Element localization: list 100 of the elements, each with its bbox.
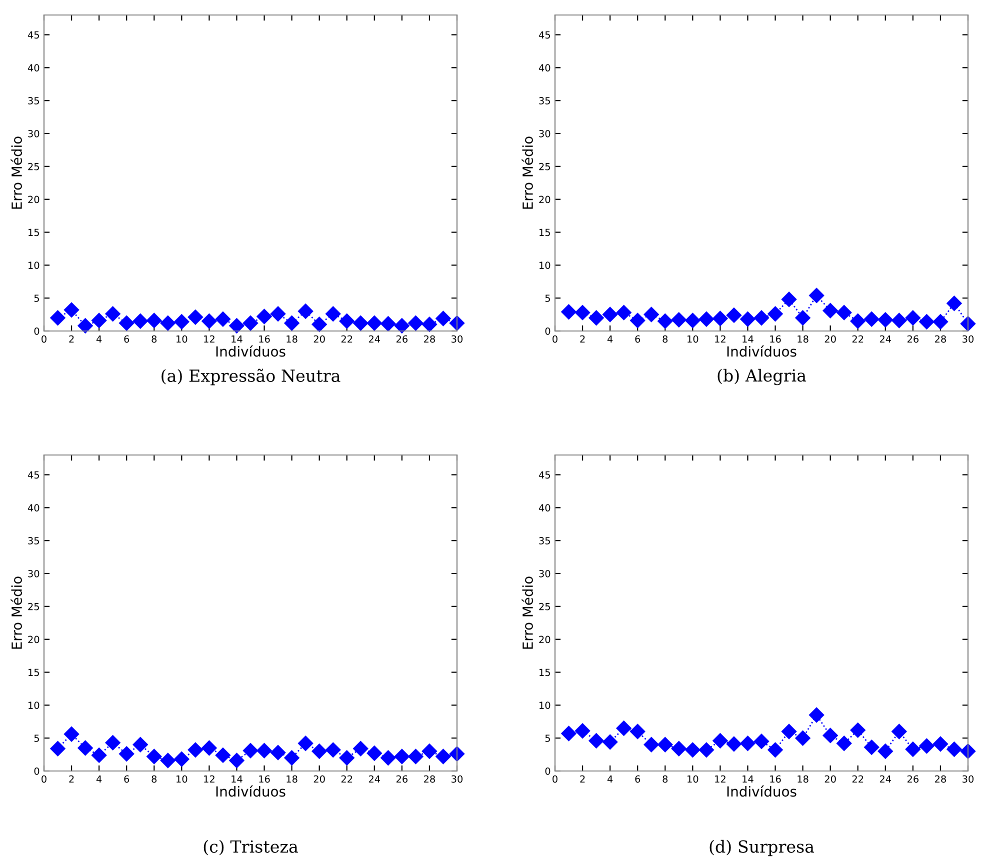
text: (c) Tristeza: [204, 840, 298, 856]
x-tick-label: 28: [424, 775, 435, 783]
x-tick-label: 10: [176, 335, 188, 343]
x-tick-label: 18: [798, 335, 808, 343]
y-tick-label: 15: [28, 668, 39, 676]
point: [588, 310, 604, 326]
point: [256, 308, 272, 324]
x-tick-label: 12: [715, 335, 726, 343]
text: (b) Alegria: [718, 368, 806, 386]
x-tick-label: 0: [552, 775, 558, 783]
point: [119, 316, 134, 331]
x-tick-label: 6: [635, 775, 640, 783]
point: [768, 742, 783, 758]
point: [339, 314, 354, 329]
point: [366, 746, 382, 761]
point: [408, 748, 424, 764]
x-tick-label: 16: [770, 775, 781, 783]
point: [878, 312, 893, 328]
x-tick-label: 18: [286, 335, 298, 343]
point: [808, 288, 824, 304]
y-tick-label: 30: [539, 130, 550, 138]
point: [864, 312, 880, 327]
point: [160, 316, 176, 331]
x-tick-label: 2: [580, 775, 585, 783]
point: [366, 316, 382, 331]
point: [726, 736, 742, 752]
y-axis-title: Erro Médio: [10, 136, 22, 209]
point: [422, 744, 438, 759]
x-axis-title: Indivíduos: [216, 345, 286, 357]
point: [932, 736, 948, 752]
point: [602, 306, 618, 322]
point: [864, 740, 880, 755]
point: [270, 306, 286, 322]
x-tick-label: 28: [424, 335, 435, 343]
x-tick-label: 14: [742, 335, 754, 343]
point: [353, 316, 368, 331]
x-tick-label: 24: [368, 335, 380, 343]
point: [878, 744, 893, 759]
point: [685, 312, 700, 328]
point: [50, 310, 66, 326]
point: [229, 752, 244, 768]
x-tick-label: 14: [232, 335, 242, 343]
y-tick-label: 40: [538, 64, 550, 72]
point: [312, 316, 327, 332]
x-tick-label: 20: [824, 335, 836, 343]
x-tick-label: 6: [635, 335, 640, 343]
x-tick-label: 2: [580, 335, 585, 343]
point: [298, 736, 314, 751]
x-tick-label: 10: [688, 775, 698, 783]
point: [740, 312, 756, 327]
point: [892, 724, 907, 740]
point: [960, 744, 976, 759]
x-tick-label: 22: [852, 775, 864, 783]
point: [215, 748, 231, 763]
x-tick-label: 4: [607, 775, 613, 783]
y-tick-label: 45: [28, 471, 39, 479]
x-tick-label: 8: [662, 335, 668, 343]
point: [919, 738, 934, 754]
point: [91, 748, 107, 763]
x-tick-label: 30: [452, 775, 463, 783]
point: [630, 724, 646, 740]
y-tick-label: 45: [28, 31, 39, 39]
point: [64, 302, 80, 318]
y-tick-label: 25: [28, 602, 39, 610]
point: [242, 743, 258, 758]
point: [685, 742, 700, 758]
y-tick-label: 5: [545, 734, 550, 742]
x-tick-label: 22: [341, 775, 352, 783]
point: [658, 737, 673, 752]
y-tick-label: 30: [539, 570, 550, 578]
point: [946, 296, 962, 311]
y-tick-label: 25: [539, 602, 550, 610]
point: [202, 740, 217, 756]
point: [394, 318, 410, 334]
y-tick-label: 35: [28, 97, 39, 104]
point: [146, 748, 162, 764]
x-tick-label: 24: [880, 335, 892, 343]
x-tick-label: 4: [96, 335, 102, 343]
point: [658, 314, 673, 329]
point: [892, 312, 907, 328]
y-tick-label: 15: [540, 668, 550, 676]
point: [932, 314, 948, 330]
x-axis-title: Indivíduos: [727, 345, 796, 357]
x-tick-label: 14: [742, 775, 754, 783]
y-tick-label: 35: [539, 97, 550, 104]
x-tick-label: 4: [96, 775, 102, 783]
x-tick-label: 16: [259, 775, 270, 783]
y-tick-label: 10: [28, 702, 40, 709]
point: [188, 742, 204, 758]
x-tick-label: 2: [69, 335, 74, 343]
y-axis-title: Erro Médio: [522, 136, 533, 209]
point: [174, 752, 190, 767]
point: [602, 734, 618, 750]
x-tick-label: 26: [907, 775, 919, 783]
point: [781, 724, 797, 740]
x-tick-label: 16: [770, 335, 781, 343]
point: [630, 312, 646, 328]
x-tick-label: 26: [907, 335, 919, 343]
point: [146, 312, 162, 328]
point: [795, 310, 810, 326]
